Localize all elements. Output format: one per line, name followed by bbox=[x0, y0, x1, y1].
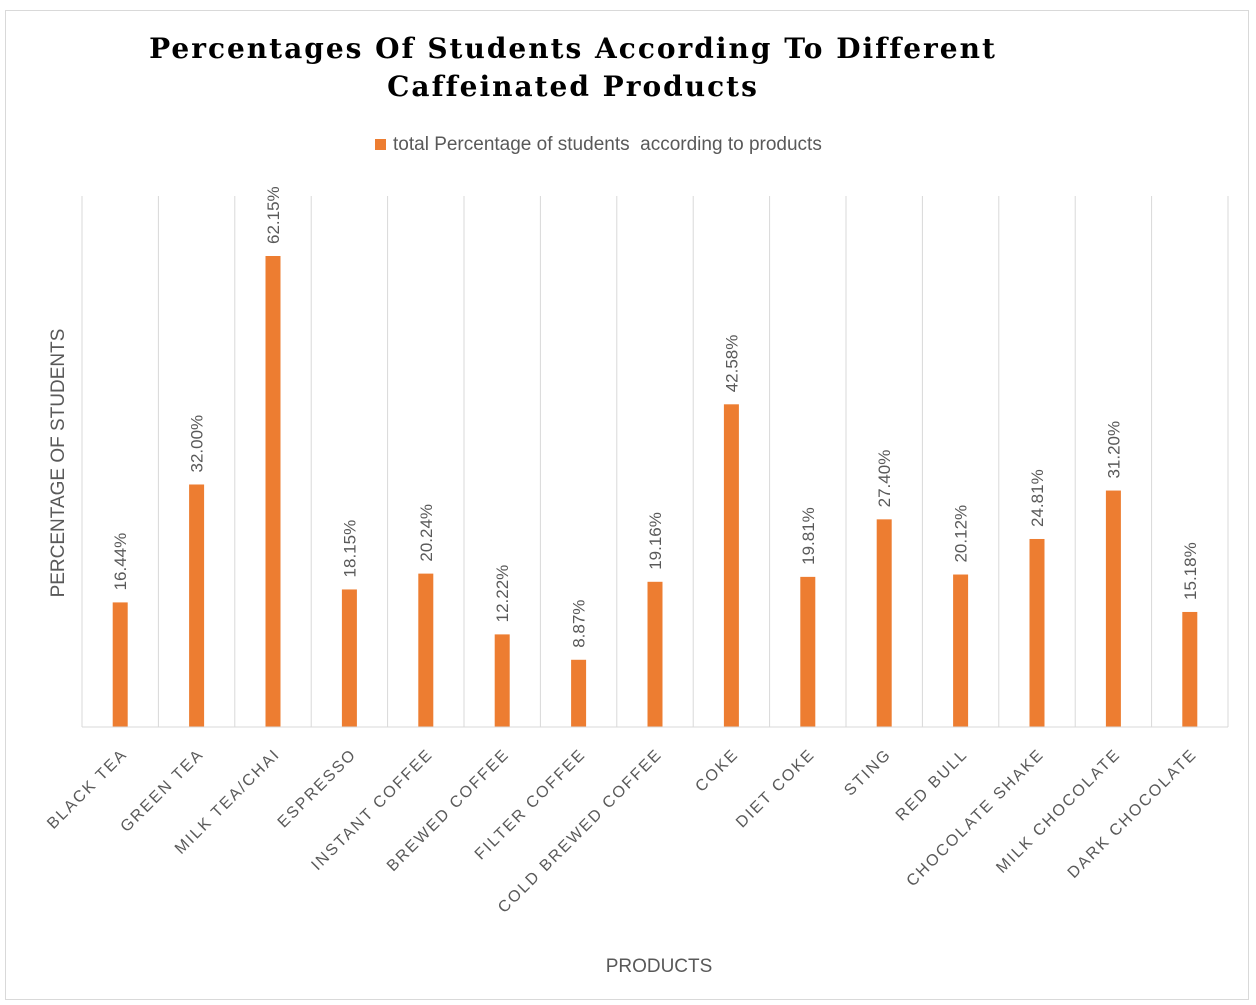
category-tick-label: ESPRESSO bbox=[275, 746, 361, 832]
category-tick-label: RED BULL bbox=[893, 746, 972, 825]
data-label: 15.18% bbox=[1181, 542, 1200, 600]
category-tick-label: CHOCOLATE SHAKE bbox=[904, 746, 1048, 890]
data-label: 20.12% bbox=[952, 505, 971, 563]
data-label: 31.20% bbox=[1104, 421, 1123, 479]
chart-title-line-1: Percentages Of Students According To Dif… bbox=[149, 32, 997, 65]
bar bbox=[953, 574, 969, 727]
bar bbox=[418, 573, 434, 727]
category-tick-label: DIET COKE bbox=[733, 746, 819, 832]
data-label: 16.44% bbox=[111, 533, 130, 591]
legend-swatch bbox=[375, 139, 386, 150]
data-label: 20.24% bbox=[417, 504, 436, 562]
x-axis-label: PRODUCTS bbox=[606, 956, 713, 977]
category-gridlines bbox=[81, 196, 1229, 727]
data-label: 19.81% bbox=[799, 507, 818, 565]
data-label: 32.00% bbox=[188, 415, 207, 473]
bar bbox=[723, 404, 739, 727]
category-tick-label: MILK CHOCOLATE bbox=[993, 746, 1124, 877]
legend-label: total Percentage of students according t… bbox=[393, 134, 822, 155]
category-tick-label: COLD BREWED COFFEE bbox=[495, 746, 666, 917]
bar bbox=[1105, 490, 1121, 727]
data-label: 62.15% bbox=[264, 186, 283, 244]
bar bbox=[1029, 538, 1045, 727]
bar bbox=[265, 256, 281, 727]
data-label: 42.58% bbox=[722, 335, 741, 393]
data-label: 19.16% bbox=[646, 512, 665, 570]
bar bbox=[876, 519, 892, 727]
category-tick-label: GREEN TEA bbox=[118, 746, 208, 836]
bar bbox=[494, 634, 510, 727]
bar bbox=[341, 589, 357, 727]
y-axis-label: PERCENTAGE OF STUDENTS bbox=[48, 329, 69, 598]
data-label: 27.40% bbox=[875, 450, 894, 508]
bar bbox=[1182, 611, 1198, 727]
category-tick-label: STING bbox=[841, 746, 895, 800]
category-tick-label: DARK CHOCOLATE bbox=[1065, 746, 1201, 882]
category-tick-label: COKE bbox=[692, 746, 742, 796]
bars bbox=[112, 256, 1198, 727]
chart-frame bbox=[5, 10, 1249, 1000]
bar bbox=[112, 602, 128, 727]
bar bbox=[189, 484, 205, 727]
data-label: 8.87% bbox=[570, 600, 589, 648]
data-label: 12.22% bbox=[493, 565, 512, 623]
bar bbox=[647, 581, 663, 727]
bar bbox=[800, 576, 816, 727]
bar bbox=[571, 659, 587, 727]
chart-title-line-2: Caffeinated Products bbox=[387, 70, 759, 103]
data-label: 24.81% bbox=[1028, 469, 1047, 527]
data-labels: 16.44% 32.00% 62.15% 18.15% 20.24% 12.22% 8.87… bbox=[111, 186, 1200, 647]
category-tick-label: BREWED COFFEE bbox=[384, 746, 513, 875]
chart-title: Percentages Of Students According To Dif… bbox=[0, 30, 1146, 106]
category-tick-label: BLACK TEA bbox=[44, 746, 131, 833]
data-label: 18.15% bbox=[340, 520, 359, 578]
